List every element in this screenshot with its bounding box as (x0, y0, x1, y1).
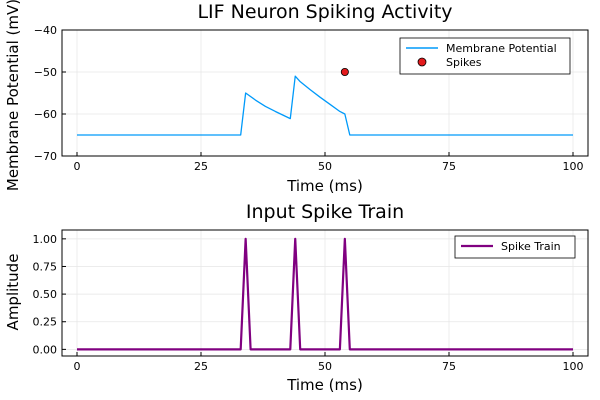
legend-swatch (417, 57, 427, 67)
legend-label: Spike Train (501, 240, 561, 253)
legend-box (454, 235, 576, 259)
x-tick-label: 75 (442, 360, 456, 373)
x-tick-label: 100 (563, 160, 584, 173)
y-tick-label: 1.00 (33, 233, 58, 246)
x-tick-label: 75 (442, 160, 456, 173)
spike-train-panel: Input Spike Train 0 25 50 75 100 0.00 0.25 0.50… (4, 201, 589, 394)
x-tick-label: 0 (74, 360, 81, 373)
spike-point (340, 68, 349, 77)
x-axis-label: Time (ms) (286, 177, 363, 195)
x-tick-label: 25 (194, 160, 208, 173)
y-axis-label: Membrane Potential (mV) (4, 0, 22, 191)
y-tick-label: −50 (34, 66, 57, 79)
legend-box (399, 37, 571, 75)
x-axis-label: Time (ms) (286, 376, 363, 394)
x-tick-label: 0 (74, 160, 81, 173)
y-tick-label: −40 (34, 24, 57, 37)
chart-title: LIF Neuron Spiking Activity (197, 1, 452, 23)
y-tick-label: 0.50 (33, 288, 58, 301)
series-line-membrane-potential (77, 75, 573, 136)
x-tick-label: 50 (318, 360, 332, 373)
legend-label: Membrane Potential (446, 42, 557, 55)
x-tick-label: 100 (563, 360, 584, 373)
x-tick-label: 50 (318, 160, 332, 173)
series-line-spike-train (77, 237, 573, 351)
y-tick-label: 0.25 (33, 316, 58, 329)
chart-title: Input Spike Train (246, 201, 404, 223)
y-tick-label: 0.75 (33, 260, 58, 273)
y-tick-label: −70 (34, 150, 57, 163)
membrane-potential-panel: LIF Neuron Spiking Activity 0 25 50 75 100 −7… (4, 0, 589, 195)
y-tick-label: −60 (34, 108, 57, 121)
x-tick-label: 25 (194, 360, 208, 373)
y-axis-label: Amplitude (4, 254, 22, 331)
y-tick-label: 0.00 (33, 343, 58, 356)
legend-label: Spikes (446, 56, 482, 69)
